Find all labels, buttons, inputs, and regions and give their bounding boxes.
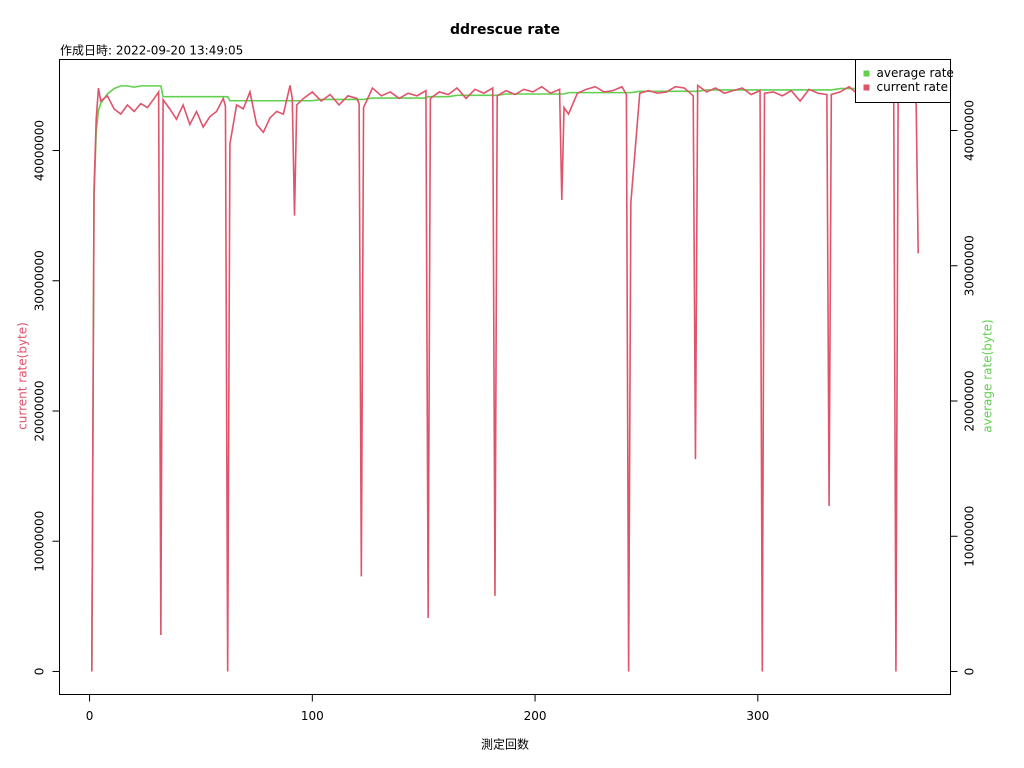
- x-tick-label: 200: [524, 709, 547, 723]
- y2-tick-label: 10000000: [963, 506, 977, 567]
- y-tick-label: 40000000: [33, 120, 47, 181]
- y2-tick-label: 30000000: [963, 235, 977, 296]
- y-tick-label: 10000000: [33, 511, 47, 572]
- legend-box: [855, 59, 951, 103]
- x-tick-label: 300: [746, 709, 769, 723]
- chart-title: ddrescue rate: [450, 22, 560, 38]
- x-tick-label: 100: [301, 709, 324, 723]
- y-axis-label: current rate(byte): [16, 322, 30, 430]
- legend-swatch: [863, 70, 870, 77]
- y-tick-label: 0: [33, 668, 47, 676]
- x-tick-label: 0: [86, 709, 94, 723]
- data-line: [90, 83, 920, 672]
- y2-axis-label: average rate(byte): [981, 319, 995, 432]
- data-line: [90, 85, 919, 672]
- legend-swatch: [863, 84, 870, 91]
- legend-label: current rate: [877, 80, 948, 94]
- x-axis-label: 測定回数: [481, 737, 529, 752]
- y-tick-label: 30000000: [33, 250, 47, 311]
- legend-label: average rate: [877, 66, 954, 80]
- y-tick-label: 20000000: [33, 380, 47, 441]
- plot-frame: [59, 59, 951, 695]
- y2-tick-label: 40000000: [963, 100, 977, 161]
- y2-tick-label: 0: [963, 668, 977, 676]
- y2-tick-label: 20000000: [963, 370, 977, 431]
- chart-subtitle: 作成日時: 2022-09-20 13:49:05: [60, 44, 243, 58]
